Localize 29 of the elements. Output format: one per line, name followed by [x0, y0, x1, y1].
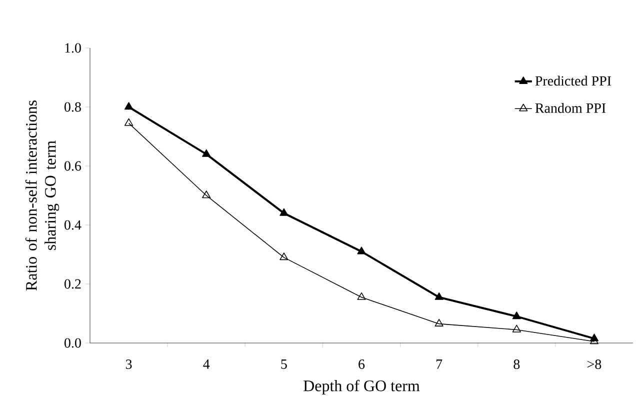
point — [280, 208, 288, 216]
point — [124, 102, 134, 110]
point — [202, 190, 211, 198]
point — [434, 292, 444, 300]
legend-label: Random PPI — [535, 103, 606, 113]
point — [512, 312, 521, 320]
x-tick-label: 7 — [436, 360, 442, 369]
point — [357, 246, 366, 254]
point — [434, 318, 444, 326]
y-tick-label: 0.2 — [64, 279, 81, 289]
x-tick-label: 5 — [281, 360, 287, 369]
point — [202, 149, 211, 157]
point — [124, 118, 134, 126]
y-tick-label: 0.0 — [64, 338, 81, 348]
point — [357, 292, 366, 300]
x-tick-label: 4 — [203, 360, 210, 369]
point — [512, 324, 521, 332]
y-tick-label: 1.0 — [65, 43, 81, 53]
x-tick-label: 3 — [126, 360, 132, 369]
x-tick-label: >8 — [587, 360, 602, 369]
x-axis-title: Depth of GO term — [304, 380, 420, 395]
y-tick-label: 0.6 — [64, 161, 82, 171]
y-axis-title: Ratio of non-self interactions sharing GO term — [25, 100, 60, 291]
y-tick-label: 0.4 — [64, 220, 82, 230]
point — [280, 252, 288, 260]
x-tick-label: 6 — [358, 360, 365, 369]
legend-label: Predicted PPI — [535, 76, 612, 86]
y-tick-label: 0.8 — [64, 102, 81, 112]
x-tick-label: 8 — [514, 360, 520, 369]
